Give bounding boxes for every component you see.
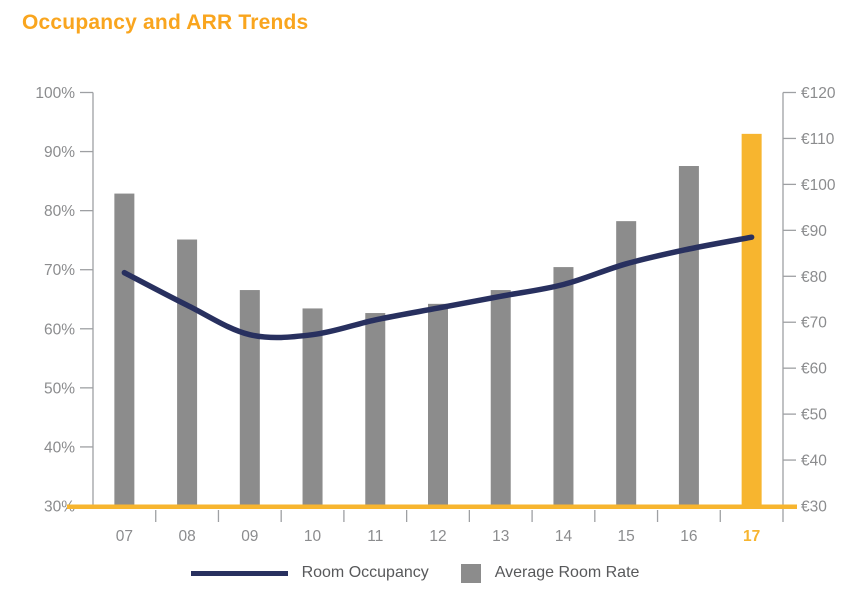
bar-highlighted bbox=[741, 133, 762, 506]
legend-bar-swatch bbox=[460, 563, 481, 583]
bar bbox=[553, 267, 574, 506]
occupancy-line bbox=[121, 234, 755, 341]
legend-line-swatch bbox=[190, 570, 288, 576]
bar bbox=[428, 303, 448, 506]
legend-label-room-occupancy: Room Occupancy bbox=[301, 564, 429, 581]
x-axis-label: 10 bbox=[304, 528, 322, 545]
bar bbox=[616, 221, 637, 506]
right-axis-label: €60 bbox=[801, 361, 827, 378]
x-axis-label: 09 bbox=[241, 528, 258, 545]
left-axis-label: 100% bbox=[35, 85, 75, 102]
bar bbox=[177, 239, 198, 506]
right-axis-label: €120 bbox=[801, 85, 836, 102]
bar bbox=[114, 193, 135, 507]
chart-title: Occupancy and ARR Trends bbox=[22, 11, 309, 34]
right-axis-label: €110 bbox=[801, 131, 835, 148]
bar bbox=[302, 308, 323, 506]
right-axis-label: €100 bbox=[801, 177, 836, 194]
left-axis-label: 50% bbox=[44, 380, 75, 397]
right-axis-label: €90 bbox=[801, 223, 827, 240]
left-axis-label: 90% bbox=[44, 144, 75, 161]
x-axis-label: 11 bbox=[367, 528, 383, 545]
x-axis-label: 17 bbox=[743, 528, 760, 545]
left-axis-label: 80% bbox=[44, 203, 75, 220]
left-axis-label: 60% bbox=[44, 321, 75, 338]
right-axis-label: €30 bbox=[801, 499, 827, 516]
x-axis-baseline bbox=[67, 504, 797, 509]
right-axis-label: €70 bbox=[801, 315, 827, 332]
legend: Room Occupancy Average Room Rate bbox=[0, 561, 830, 585]
left-axis-label: 40% bbox=[44, 439, 75, 456]
x-axis-label: 08 bbox=[178, 528, 195, 545]
right-axis-label: €50 bbox=[801, 407, 827, 424]
x-axis-label: 16 bbox=[680, 528, 697, 545]
x-axis-label: 12 bbox=[429, 528, 446, 545]
bar bbox=[365, 313, 386, 506]
right-axis-label: €40 bbox=[801, 453, 827, 470]
right-axis-label: €80 bbox=[801, 269, 827, 286]
legend-label-average-room-rate: Average Room Rate bbox=[494, 564, 640, 581]
x-axis-label: 13 bbox=[492, 528, 509, 545]
x-axis-label: 07 bbox=[116, 528, 133, 545]
x-axis-label: 15 bbox=[618, 528, 635, 545]
bar bbox=[490, 290, 511, 506]
bar bbox=[678, 166, 699, 506]
left-axis-label: 30% bbox=[44, 499, 75, 516]
x-axis-label: 14 bbox=[555, 528, 573, 545]
bar bbox=[239, 290, 260, 506]
left-axis-label: 70% bbox=[44, 262, 75, 279]
